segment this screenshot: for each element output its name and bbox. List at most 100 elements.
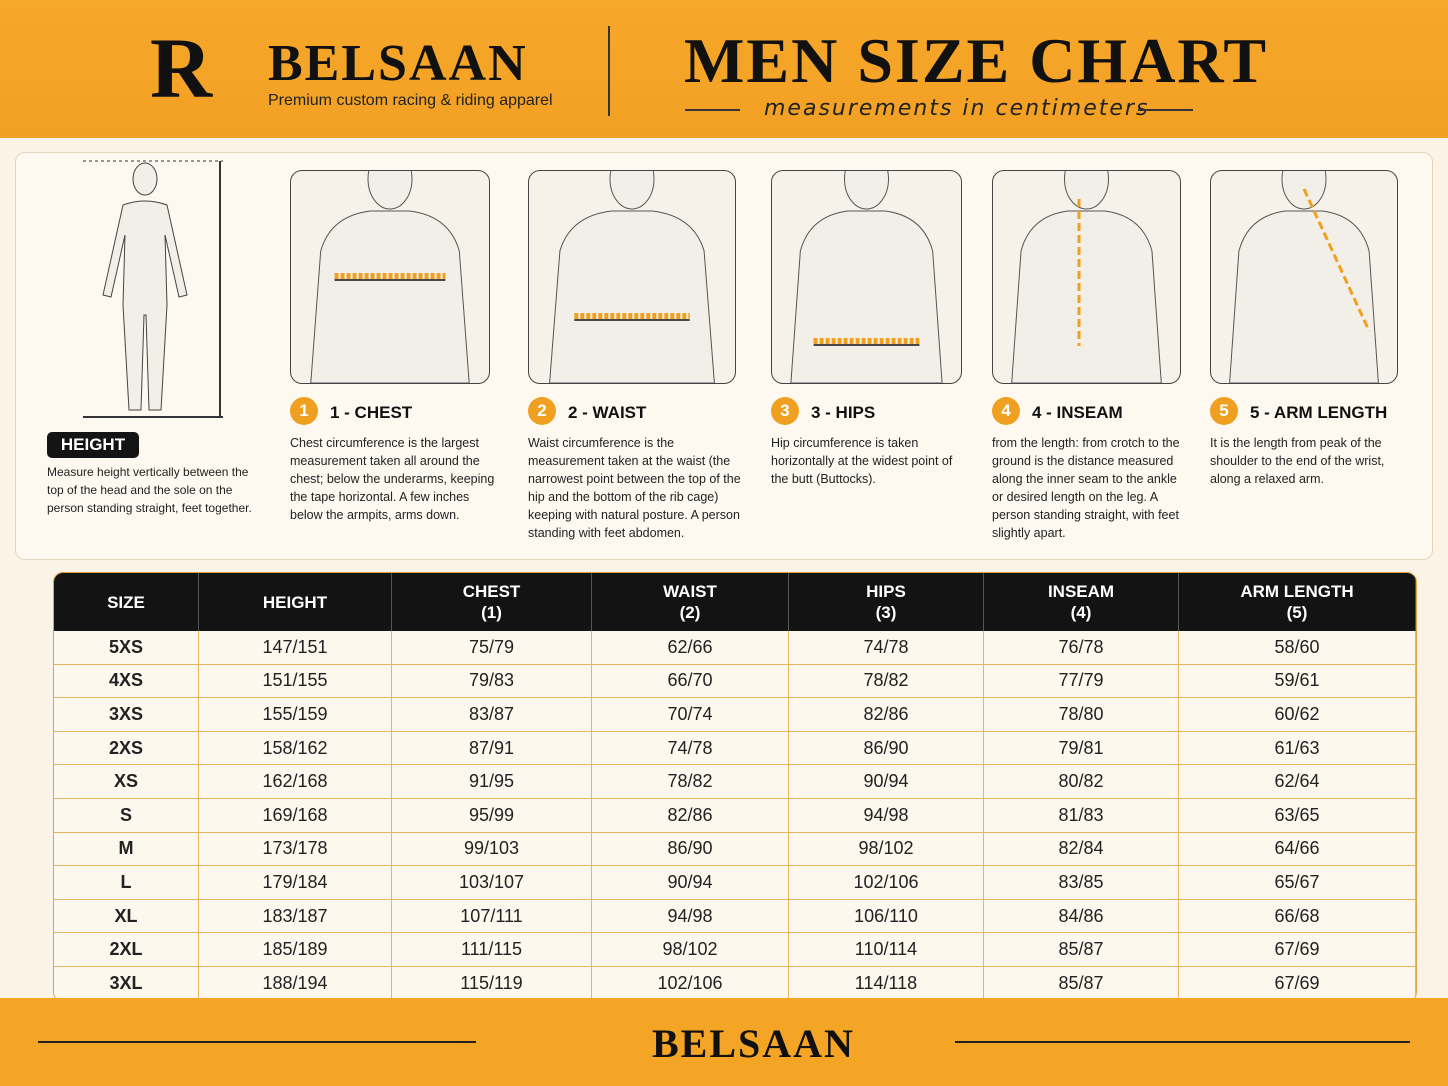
cell: 80/82 (983, 764, 1179, 799)
cell: 188/194 (198, 966, 392, 1001)
cell: 103/107 (391, 865, 592, 900)
table-row: M 173/178 99/103 86/90 98/102 82/84 64/66 (54, 832, 1416, 867)
cell: 78/82 (591, 764, 789, 799)
cell: 169/168 (198, 798, 392, 833)
rule (955, 1041, 1410, 1043)
cell: 76/78 (983, 631, 1179, 665)
cell: 115/119 (391, 966, 592, 1001)
column-note: (4) (1070, 603, 1092, 622)
figure-box (528, 170, 736, 384)
cell: 110/114 (788, 932, 984, 967)
step-title: 5 - ARM LENGTH (1250, 403, 1388, 422)
figure-box (1210, 170, 1398, 384)
cell: 74/78 (788, 631, 984, 665)
column-header: HIPS (3) (788, 573, 984, 631)
size-cell: M (54, 832, 199, 867)
size-cell: 3XS (54, 697, 199, 732)
cell: 74/78 (591, 731, 789, 766)
cell: 82/86 (591, 798, 789, 833)
title: MEN SIZE CHART (684, 25, 1269, 96)
cell: 151/155 (198, 664, 392, 699)
height-label: HEIGHT (47, 432, 139, 458)
cell: 91/95 (391, 764, 592, 799)
table-row: S 169/168 95/99 82/86 94/98 81/83 63/65 (54, 798, 1416, 833)
height-text: Measure height vertically between the to… (47, 465, 252, 515)
cell: 67/69 (1178, 966, 1416, 1001)
column-note: (1) (481, 603, 502, 622)
cell: 58/60 (1178, 631, 1416, 665)
column-header: WAIST (2) (591, 573, 789, 631)
figure (1229, 171, 1379, 383)
cell: 147/151 (198, 631, 392, 665)
cell: 111/115 (391, 932, 592, 967)
column-header: HEIGHT (198, 573, 392, 631)
cell: 86/90 (788, 731, 984, 766)
rule (1138, 109, 1193, 111)
step-number: 4 (992, 397, 1020, 425)
cell: 86/90 (591, 832, 789, 867)
cell: 60/62 (1178, 697, 1416, 732)
subtitle: measurements in centimeters (764, 96, 1150, 121)
step-text: Hip circumference is taken horizontally … (771, 436, 953, 486)
size-table: SIZE HEIGHT CHEST (1) WAIST (2) HIPS (3) INSEAM (… (53, 572, 1417, 1002)
cell: 78/80 (983, 697, 1179, 732)
column-header: INSEAM (4) (983, 573, 1179, 631)
cell: 179/184 (198, 865, 392, 900)
table-row: 4XS 151/155 79/83 66/70 78/82 77/79 59/61 (54, 664, 1416, 699)
column-note: (3) (875, 603, 897, 622)
step-text: from the length: from crotch to the grou… (992, 436, 1180, 540)
cell: 75/79 (391, 631, 592, 665)
cell: 185/189 (198, 932, 392, 967)
cell: 61/63 (1178, 731, 1416, 766)
figure-box (771, 170, 962, 384)
cell: 66/68 (1178, 899, 1416, 934)
cell: 94/98 (591, 899, 789, 934)
column-header: CHEST (1) (391, 573, 592, 631)
cell: 77/79 (983, 664, 1179, 699)
step-title: 3 - HIPS (811, 403, 876, 422)
cell: 79/83 (391, 664, 592, 699)
step-title: 2 - WAIST (568, 403, 647, 422)
cell: 63/65 (1178, 798, 1416, 833)
divider (608, 26, 610, 116)
table-row: 3XS 155/159 83/87 70/74 82/86 78/80 60/62 (54, 697, 1416, 732)
header-row: SIZE HEIGHT CHEST (1) WAIST (2) HIPS (3) INSEAM (… (54, 573, 1416, 631)
cell: 83/85 (983, 865, 1179, 900)
size-cell: S (54, 798, 199, 833)
cell: 106/110 (788, 899, 984, 934)
cell: 81/83 (983, 798, 1179, 833)
header: R BELSAAN Premium custom racing & riding… (0, 0, 1448, 138)
step-title: 1 - CHEST (330, 403, 413, 422)
cell: 67/69 (1178, 932, 1416, 967)
brand: BELSAAN (268, 35, 528, 92)
table-row: 2XL 185/189 111/115 98/102 110/114 85/87 67/69 (54, 932, 1416, 967)
cell: 85/87 (983, 932, 1179, 967)
cell: 84/86 (983, 899, 1179, 934)
column-label: SIZE (107, 592, 145, 612)
size-cell: L (54, 865, 199, 900)
column-header: ARM LENGTH (5) (1178, 573, 1416, 631)
size-cell: 4XS (54, 664, 199, 699)
cell: 66/70 (591, 664, 789, 699)
table-row: L 179/184 103/107 90/94 102/106 83/85 65/67 (54, 865, 1416, 900)
step-text: Chest circumference is the largest measu… (290, 436, 495, 522)
step-number: 3 (771, 397, 799, 425)
footer: BELSAAN (0, 998, 1448, 1086)
cell: 90/94 (788, 764, 984, 799)
figure (790, 171, 943, 383)
figure-box (992, 170, 1181, 384)
column-note: (5) (1286, 603, 1308, 622)
column-label: ARM LENGTH (1240, 582, 1354, 601)
logo: R (150, 20, 213, 116)
cell: 95/99 (391, 798, 592, 833)
step-number: 1 (290, 397, 318, 425)
column-label: WAIST (663, 582, 717, 601)
cell: 99/103 (391, 832, 592, 867)
height-figure (83, 160, 223, 418)
step-number: 5 (1210, 397, 1238, 425)
tagline: Premium custom racing & riding apparel (268, 92, 553, 109)
figure (549, 171, 715, 383)
size-cell: 5XS (54, 631, 199, 665)
cell: 102/106 (591, 966, 789, 1001)
